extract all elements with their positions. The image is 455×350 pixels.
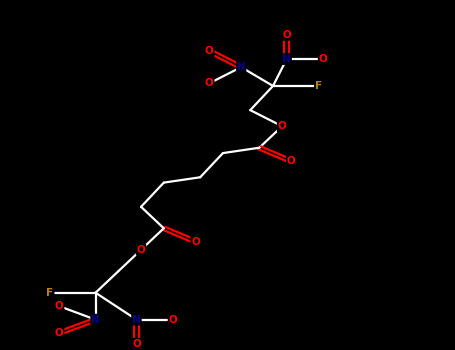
Text: O: O [287, 156, 296, 166]
Text: O: O [205, 78, 214, 88]
Text: N: N [282, 54, 291, 64]
Text: F: F [46, 288, 54, 298]
Text: N: N [91, 315, 100, 324]
Text: F: F [315, 81, 322, 91]
Text: N: N [132, 315, 141, 324]
Text: O: O [318, 54, 328, 64]
Text: O: O [168, 315, 177, 324]
Text: O: O [55, 328, 64, 338]
Text: O: O [278, 121, 287, 131]
Text: O: O [282, 30, 291, 40]
Text: O: O [191, 237, 200, 247]
Text: O: O [132, 339, 141, 349]
Text: O: O [205, 46, 214, 56]
Text: O: O [136, 245, 146, 255]
Text: N: N [237, 62, 246, 72]
Text: O: O [55, 301, 64, 311]
